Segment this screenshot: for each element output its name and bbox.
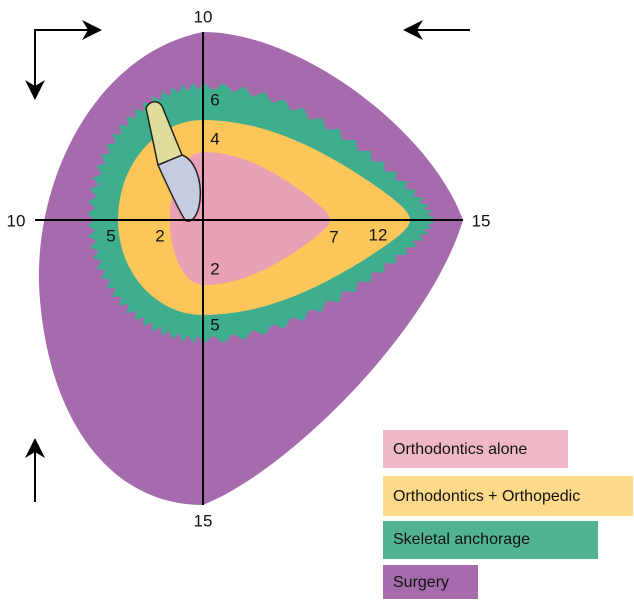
diagram: 10 15 10 15 6 4 5 2 2 5 7 12 Orthodontic… [0,0,634,599]
axis-label: 10 [194,7,213,26]
legend-label: Orthodontics alone [393,441,527,458]
axis-label: 10 [7,211,26,230]
arrow-right [35,30,100,98]
axis-label: 15 [194,511,213,530]
legend-label: Skeletal anchorage [393,531,530,548]
zone-label: 4 [210,129,219,148]
zone-label: 6 [210,90,219,109]
zone-label: 12 [369,225,388,244]
legend-label: Surgery [393,574,449,591]
axis-label: 15 [472,211,491,230]
zone-label: 7 [329,227,338,246]
zone-label: 2 [155,226,164,245]
zone-label: 5 [210,315,219,334]
zone-label: 5 [106,226,115,245]
legend-label: Orthodontics + Orthopedic [393,488,580,505]
zone-label: 2 [210,259,219,278]
